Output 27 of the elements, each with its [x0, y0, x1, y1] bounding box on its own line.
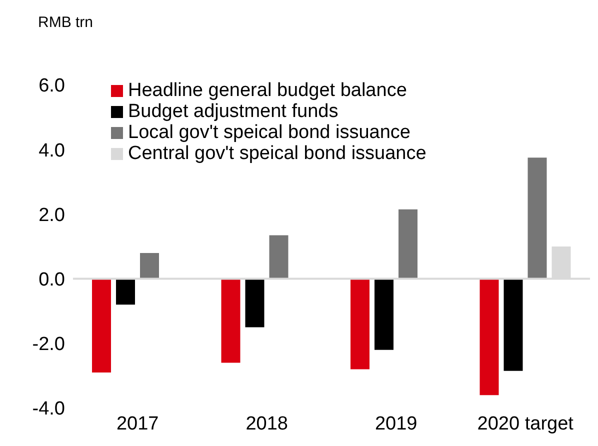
x-tick-label: 2017	[116, 413, 159, 434]
x-tick-label: 2019	[374, 413, 418, 434]
bar	[504, 278, 523, 371]
bar	[140, 252, 159, 279]
x-tick-label: 2018	[246, 413, 288, 434]
y-tick-label: 6.0	[38, 76, 65, 97]
x-tick-label: 2020 target	[477, 413, 574, 434]
y-tick-label: 4.0	[38, 140, 65, 162]
text: RMB trn	[38, 14, 94, 31]
bar	[245, 278, 264, 328]
legend-label: Local gov't speical bond issuance	[128, 122, 410, 143]
bar	[374, 278, 394, 350]
y-tick-label: -2.0	[32, 334, 65, 356]
bar	[480, 278, 499, 396]
bar	[92, 278, 111, 372]
bar	[528, 158, 547, 279]
y-tick-label: -4.0	[32, 398, 65, 420]
bar	[116, 278, 135, 305]
legend-label: Headline general budget balance	[128, 80, 407, 101]
bar	[269, 235, 288, 279]
bar	[350, 278, 370, 370]
bar	[398, 209, 418, 279]
legend-label: Central gov't speical bond issuance	[128, 143, 426, 164]
legend-label: Budget adjustment funds	[128, 101, 338, 122]
y-tick-label: 0.0	[38, 270, 65, 291]
bar	[221, 278, 240, 363]
y-tick-label: 2.0	[38, 204, 65, 226]
